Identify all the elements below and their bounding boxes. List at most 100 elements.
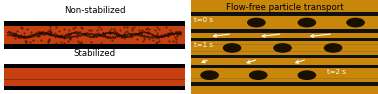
- Point: [153, 42, 159, 44]
- Point: [39, 31, 45, 33]
- Point: [174, 35, 180, 37]
- Point: [37, 32, 43, 33]
- Ellipse shape: [324, 43, 342, 53]
- Point: [53, 26, 59, 28]
- Point: [155, 35, 161, 37]
- Point: [136, 32, 142, 33]
- Point: [167, 29, 173, 31]
- Ellipse shape: [273, 43, 292, 53]
- Point: [136, 29, 142, 31]
- Point: [46, 31, 53, 32]
- Point: [105, 36, 111, 38]
- Point: [152, 29, 158, 31]
- Point: [102, 35, 108, 36]
- Point: [156, 28, 162, 29]
- Ellipse shape: [297, 70, 316, 80]
- Point: [94, 29, 100, 31]
- Point: [154, 34, 160, 36]
- Point: [110, 31, 116, 32]
- Point: [47, 33, 53, 34]
- Point: [15, 37, 22, 38]
- Point: [51, 32, 57, 34]
- Bar: [0, 0, 189, 94]
- Point: [67, 38, 73, 39]
- Point: [154, 32, 160, 34]
- Point: [107, 33, 113, 34]
- Point: [46, 31, 53, 32]
- Point: [112, 30, 118, 31]
- Point: [23, 40, 29, 42]
- Point: [56, 31, 62, 32]
- Point: [163, 27, 169, 28]
- Ellipse shape: [247, 18, 266, 27]
- Bar: [191, 16, 378, 29]
- Point: [144, 27, 150, 29]
- Point: [12, 34, 19, 35]
- Point: [45, 40, 51, 42]
- Point: [174, 32, 180, 33]
- Text: t=2 s: t=2 s: [327, 69, 345, 75]
- Point: [78, 42, 84, 44]
- Point: [36, 35, 42, 36]
- Point: [70, 27, 76, 28]
- Point: [47, 26, 53, 27]
- Text: t=0 s: t=0 s: [194, 17, 213, 23]
- Text: Flow-free particle transport: Flow-free particle transport: [226, 3, 343, 12]
- Point: [78, 41, 84, 42]
- Point: [34, 36, 40, 37]
- Bar: [191, 12, 378, 33]
- Text: Stabilized: Stabilized: [73, 49, 116, 58]
- Point: [75, 41, 81, 42]
- Point: [98, 42, 104, 43]
- Point: [166, 34, 172, 36]
- Point: [113, 33, 119, 35]
- Point: [78, 27, 84, 28]
- Point: [45, 41, 51, 43]
- Bar: [4, 68, 185, 86]
- Bar: [191, 51, 378, 52]
- Point: [53, 42, 59, 44]
- Point: [173, 38, 179, 39]
- Point: [139, 30, 145, 31]
- Point: [19, 28, 25, 29]
- Point: [124, 26, 130, 27]
- Point: [164, 32, 170, 33]
- Point: [27, 41, 33, 43]
- Point: [166, 40, 172, 42]
- Point: [129, 29, 135, 31]
- Point: [107, 28, 113, 30]
- Point: [30, 39, 36, 41]
- Point: [141, 38, 147, 40]
- Point: [28, 31, 34, 33]
- Point: [116, 35, 122, 36]
- Point: [117, 30, 123, 31]
- Point: [124, 30, 130, 31]
- Bar: [4, 21, 185, 49]
- Bar: [191, 65, 378, 86]
- Point: [65, 40, 71, 41]
- Point: [150, 39, 156, 41]
- Point: [12, 38, 18, 39]
- Bar: [191, 38, 378, 58]
- Point: [122, 31, 128, 32]
- Point: [61, 37, 67, 38]
- Point: [96, 26, 102, 27]
- Text: Non-stabilized: Non-stabilized: [64, 6, 125, 15]
- Point: [46, 39, 52, 40]
- Point: [14, 30, 20, 32]
- Point: [138, 31, 144, 33]
- Point: [131, 27, 137, 28]
- Point: [146, 38, 152, 39]
- Point: [100, 32, 106, 33]
- Point: [143, 28, 149, 30]
- Ellipse shape: [297, 18, 316, 27]
- Point: [155, 41, 161, 43]
- Point: [169, 40, 175, 41]
- Bar: [191, 0, 378, 94]
- Point: [88, 30, 94, 31]
- Point: [88, 41, 94, 43]
- Point: [153, 26, 160, 28]
- Ellipse shape: [249, 70, 268, 80]
- Point: [67, 37, 73, 39]
- Point: [121, 26, 127, 28]
